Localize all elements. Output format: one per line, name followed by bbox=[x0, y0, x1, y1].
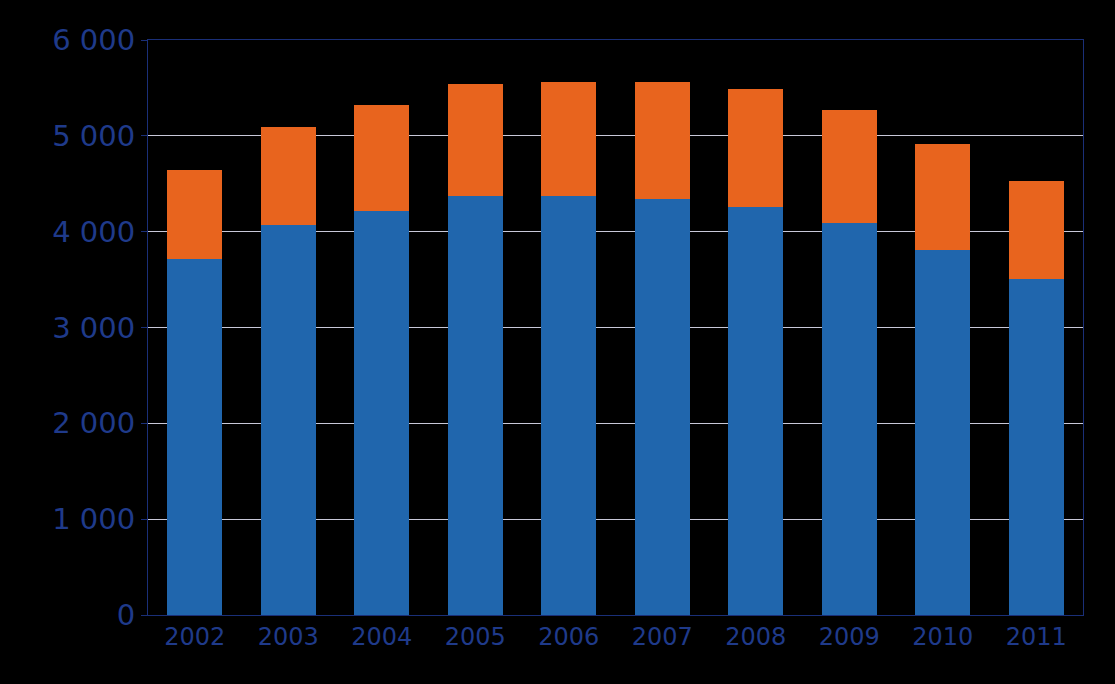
svg-text:6 000: 6 000 bbox=[52, 23, 135, 57]
svg-text:2005: 2005 bbox=[445, 623, 506, 651]
svg-text:1 000: 1 000 bbox=[52, 502, 135, 536]
svg-text:0: 0 bbox=[117, 598, 135, 632]
svg-text:2 000: 2 000 bbox=[52, 406, 135, 440]
svg-text:2003: 2003 bbox=[258, 623, 319, 651]
svg-text:2010: 2010 bbox=[912, 623, 973, 651]
svg-text:3 000: 3 000 bbox=[52, 311, 135, 345]
svg-text:2006: 2006 bbox=[538, 623, 599, 651]
svg-text:2004: 2004 bbox=[351, 623, 412, 651]
svg-text:5 000: 5 000 bbox=[52, 119, 135, 153]
svg-text:2002: 2002 bbox=[164, 623, 225, 651]
svg-text:4 000: 4 000 bbox=[52, 215, 135, 249]
svg-text:2011: 2011 bbox=[1006, 623, 1067, 651]
svg-text:2007: 2007 bbox=[632, 623, 693, 651]
svg-text:2008: 2008 bbox=[725, 623, 786, 651]
svg-text:2009: 2009 bbox=[819, 623, 880, 651]
